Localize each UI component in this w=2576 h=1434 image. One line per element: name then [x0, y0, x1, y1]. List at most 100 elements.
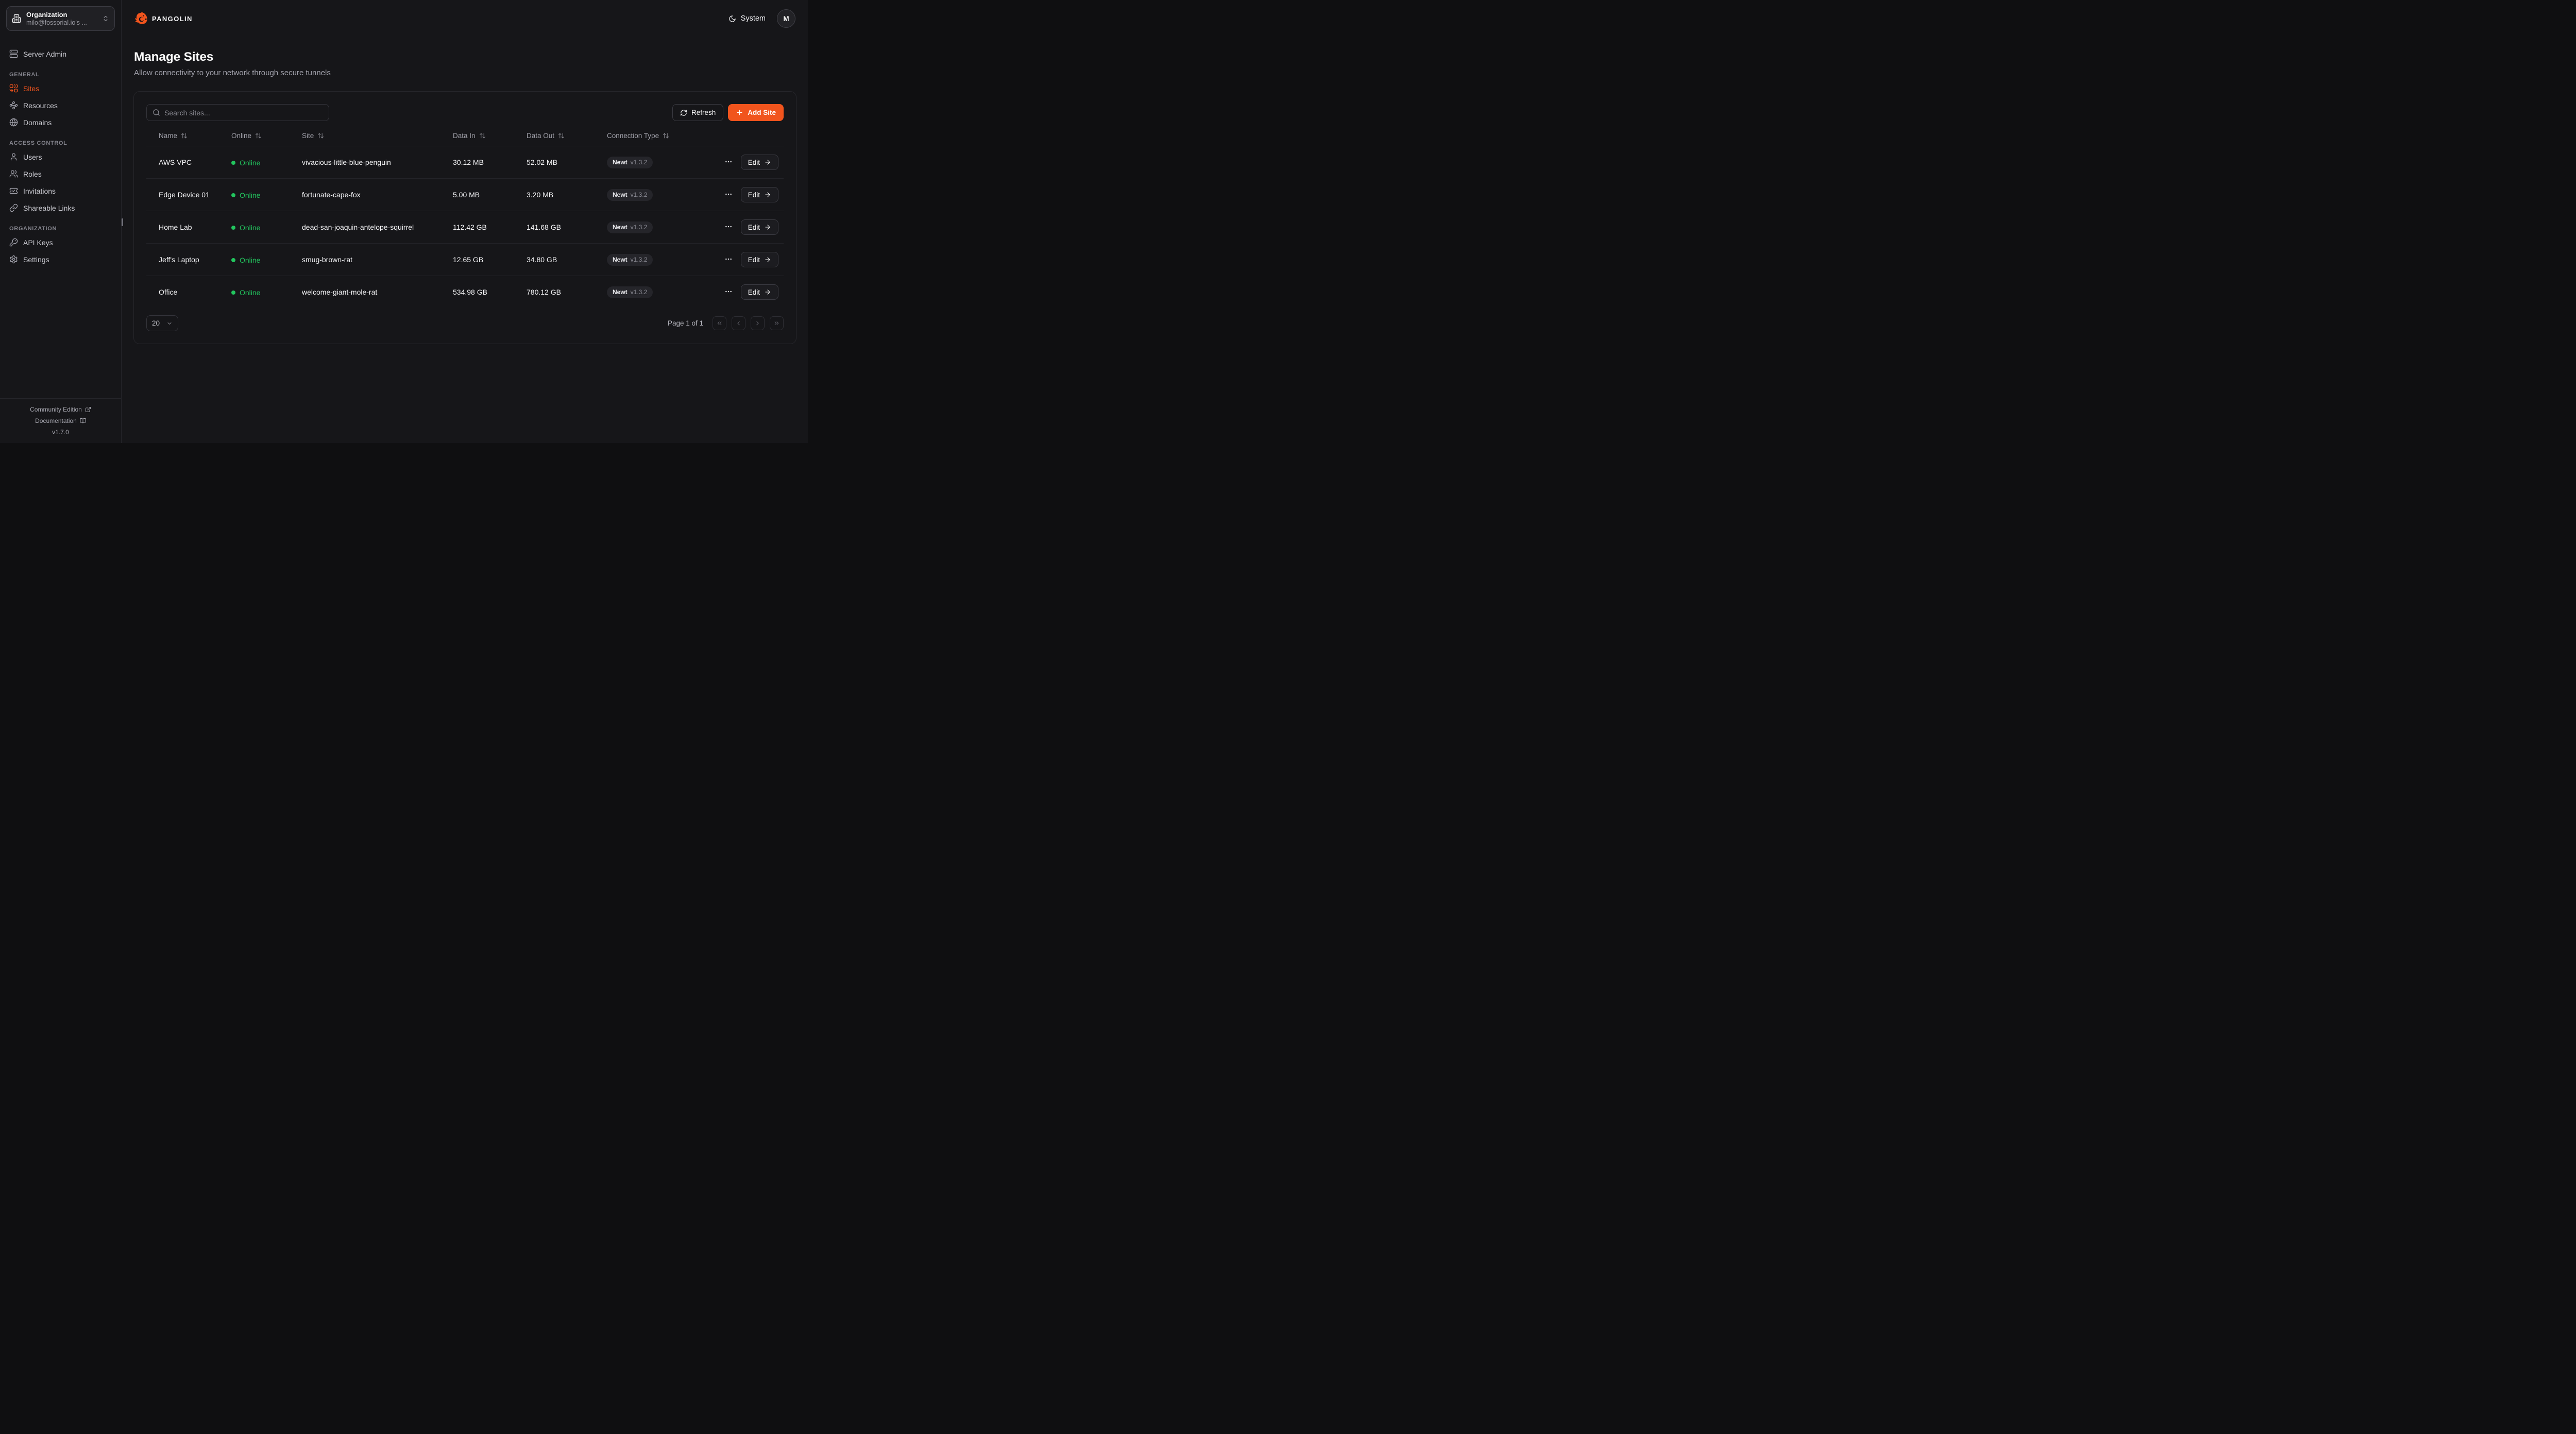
page-indicator: Page 1 of 1	[667, 319, 703, 327]
arrow-right-icon	[764, 191, 771, 198]
sites-card: Refresh Add Site Name Online Site Data In Da…	[133, 91, 796, 344]
sidebar-item-server-admin[interactable]: Server Admin	[6, 45, 115, 62]
org-selector[interactable]: Organization milo@fossorial.io's ...	[6, 6, 115, 31]
page-size-value: 20	[152, 319, 160, 327]
sidebar-resize-handle[interactable]	[122, 218, 123, 226]
row-menu-button[interactable]	[724, 223, 734, 232]
sidebar-item-shareable-links[interactable]: Shareable Links	[6, 199, 115, 216]
site-name-cell: Home Lab	[146, 211, 231, 244]
column-header-online[interactable]: Online	[231, 129, 302, 146]
edit-button[interactable]: Edit	[740, 187, 778, 202]
data-in-cell: 5.00 MB	[453, 178, 527, 211]
page-head: Manage Sites Allow connectivity to your …	[122, 37, 808, 78]
page-size-select[interactable]: 20	[146, 315, 178, 331]
refresh-button[interactable]: Refresh	[672, 104, 724, 121]
brand: PANGOLIN	[134, 11, 193, 26]
sort-icon	[181, 132, 188, 139]
connection-type-badge: Newt v1.3.2	[607, 286, 653, 298]
connection-type-badge: Newt v1.3.2	[607, 253, 653, 266]
edit-button-label: Edit	[748, 288, 760, 296]
documentation-link[interactable]: Documentation	[35, 417, 86, 424]
edit-button[interactable]: Edit	[740, 155, 778, 170]
building-icon	[12, 14, 21, 23]
sidebar-item-api-keys[interactable]: API Keys	[6, 234, 115, 251]
sort-icon	[558, 132, 565, 139]
site-name-cell: AWS VPC	[159, 158, 192, 166]
sort-icon	[317, 132, 324, 139]
column-header-data-out[interactable]: Data Out	[527, 129, 607, 146]
table-row-aws-vpc: AWS VPC Online vivacious-little-blue-pengu…	[146, 146, 784, 179]
sidebar-item-domains[interactable]: Domains	[6, 114, 115, 131]
key-icon	[9, 238, 18, 247]
row-actions: Edit	[703, 284, 784, 300]
theme-toggle[interactable]: System	[728, 14, 766, 23]
last-page-button[interactable]	[770, 316, 784, 330]
moon-icon	[728, 15, 736, 23]
site-slug-cell: welcome-giant-mole-rat	[302, 276, 453, 308]
ellipsis-icon	[724, 255, 733, 263]
previous-page-button[interactable]	[732, 316, 745, 330]
avatar-initial: M	[783, 14, 789, 23]
column-header-label: Data Out	[527, 132, 555, 140]
next-page-button[interactable]	[751, 316, 765, 330]
column-header-site[interactable]: Site	[302, 129, 453, 146]
sidebar-item-resources[interactable]: Resources	[6, 97, 115, 114]
sidebar-item-invitations[interactable]: Invitations	[6, 182, 115, 199]
sidebar: Organization milo@fossorial.io's ... Ser…	[0, 0, 122, 443]
sidebar-item-settings[interactable]: Settings	[6, 251, 115, 268]
avatar[interactable]: M	[777, 9, 795, 28]
users-icon	[9, 169, 18, 178]
site-name-cell: Jeff's Laptop	[146, 243, 231, 276]
column-header-name[interactable]: Name	[146, 129, 231, 146]
edit-button[interactable]: Edit	[740, 252, 778, 267]
chevron-left-icon	[735, 320, 742, 327]
online-status-dot	[231, 225, 235, 230]
org-selector-label: Organization	[26, 10, 67, 19]
toolbar-actions: Refresh Add Site	[672, 104, 784, 121]
sidebar-item-label: Resources	[23, 101, 58, 110]
page-title: Manage Sites	[134, 50, 214, 64]
data-in-cell: 12.65 GB	[453, 243, 527, 276]
row-actions: Edit	[703, 187, 784, 202]
arrow-right-icon	[764, 159, 771, 166]
row-menu-button[interactable]	[724, 255, 734, 264]
site-name-cell: Edge Device 01	[146, 178, 231, 211]
site-name-cell: Office	[146, 276, 231, 308]
online-status-label: Online	[240, 223, 261, 232]
row-actions: Edit	[703, 155, 784, 170]
site-slug-cell: smug-brown-rat	[302, 243, 453, 276]
column-header-data-in[interactable]: Data In	[453, 129, 527, 146]
column-header-label: Online	[231, 132, 252, 140]
ellipsis-icon	[724, 287, 733, 296]
row-menu-button[interactable]	[724, 190, 734, 199]
sidebar-section-label: ACCESS CONTROL	[9, 140, 67, 146]
sidebar-item-sites[interactable]: Sites	[6, 80, 115, 97]
ellipsis-icon	[724, 158, 733, 166]
first-page-button[interactable]	[713, 316, 726, 330]
user-icon	[9, 152, 18, 161]
data-out-cell: 3.20 MB	[527, 178, 607, 211]
online-status-dot	[231, 160, 235, 165]
edit-button-label: Edit	[748, 255, 760, 264]
edit-button[interactable]: Edit	[740, 284, 778, 300]
data-in-cell: 112.42 GB	[453, 211, 527, 244]
ticket-check-icon	[9, 186, 18, 195]
row-menu-button[interactable]	[724, 287, 734, 297]
ellipsis-icon	[724, 190, 733, 198]
edit-button[interactable]: Edit	[740, 219, 778, 235]
connection-type-badge: Newt v1.3.2	[607, 156, 653, 168]
connection-type-cell: Newt v1.3.2	[607, 243, 703, 276]
refresh-icon	[680, 109, 687, 116]
add-site-button[interactable]: Add Site	[728, 104, 784, 121]
community-edition-link[interactable]: Community Edition	[30, 406, 91, 413]
pangolin-logo-icon	[134, 11, 148, 26]
sidebar-item-roles[interactable]: Roles	[6, 165, 115, 182]
search-input[interactable]	[164, 108, 323, 117]
column-header-connection-type[interactable]: Connection Type	[607, 129, 703, 146]
book-open-icon	[80, 418, 86, 424]
sidebar-item-label: Settings	[23, 255, 49, 264]
arrow-right-icon	[764, 256, 771, 263]
row-menu-button[interactable]	[724, 158, 734, 167]
sidebar-item-users[interactable]: Users	[6, 148, 115, 165]
online-status-cell: Online	[231, 243, 302, 276]
